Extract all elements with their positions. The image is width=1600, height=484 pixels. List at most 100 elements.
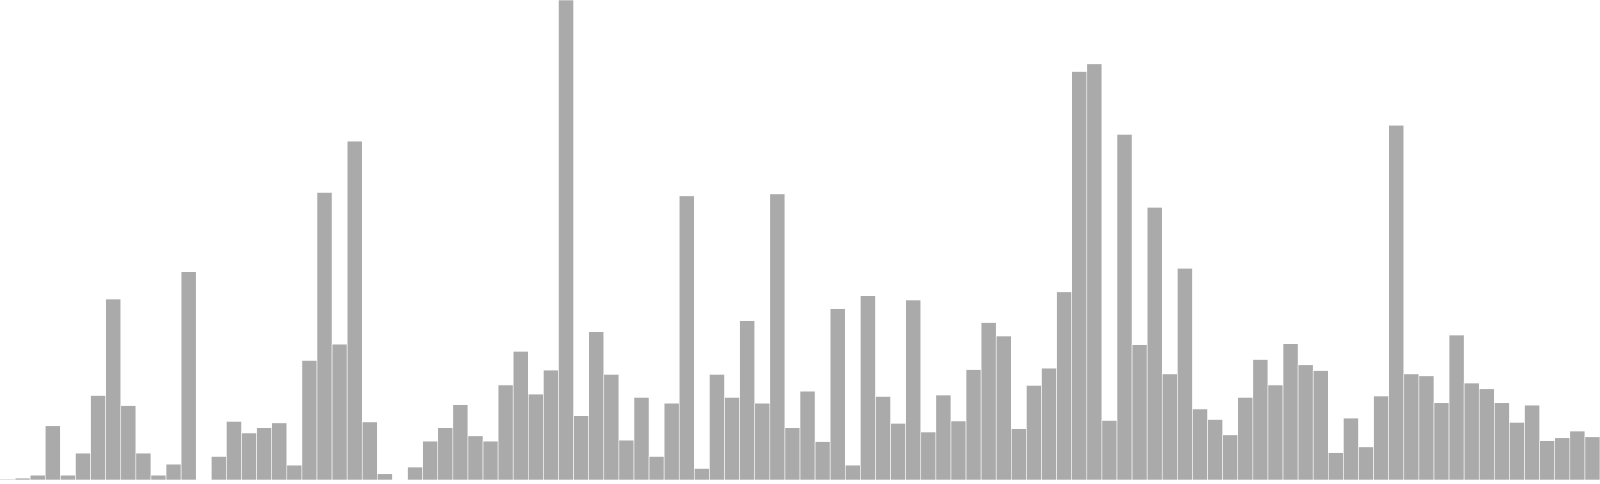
- bar: [1192, 408, 1208, 481]
- bar: [241, 432, 257, 481]
- bar: [799, 390, 816, 481]
- bar: [165, 463, 182, 481]
- bar: [29, 474, 46, 481]
- bar: [135, 452, 152, 481]
- bar: [1131, 344, 1148, 481]
- bar: [44, 425, 61, 481]
- bar: [467, 435, 484, 481]
- bar: [512, 351, 529, 481]
- bar: [437, 427, 454, 481]
- bar: [709, 374, 725, 481]
- bar: [1584, 436, 1600, 481]
- bar: [784, 427, 801, 481]
- bar: [361, 421, 378, 481]
- bar: [527, 393, 544, 481]
- bar: [105, 298, 122, 481]
- bar: [180, 271, 197, 481]
- bar: [1494, 402, 1510, 481]
- bar: [1418, 375, 1435, 481]
- bar: [346, 140, 363, 481]
- bar: [648, 456, 665, 481]
- bar: [1373, 395, 1389, 481]
- bar: [120, 405, 137, 481]
- bar: [1267, 384, 1284, 481]
- bar: [1509, 422, 1525, 481]
- bar: [1101, 420, 1118, 481]
- bar: [301, 360, 318, 481]
- bar: [1041, 367, 1057, 481]
- bar: [316, 192, 333, 481]
- bar: [211, 456, 227, 481]
- bar: [754, 402, 771, 481]
- bar: [331, 343, 348, 481]
- bar: [678, 195, 695, 481]
- bar: [1388, 124, 1405, 481]
- bar: [1237, 397, 1254, 481]
- bar: [633, 397, 650, 481]
- bar: [1524, 404, 1540, 481]
- bar: [1282, 343, 1299, 481]
- bar: [1463, 382, 1480, 481]
- bar: [875, 396, 891, 481]
- bar: [965, 369, 982, 481]
- bar: [1554, 437, 1571, 481]
- bar: [890, 423, 906, 481]
- bar: [1539, 440, 1556, 481]
- bar: [1161, 373, 1178, 481]
- bar: [663, 402, 680, 481]
- bar: [1403, 373, 1420, 481]
- bar: [739, 320, 756, 481]
- bar: [1026, 385, 1042, 481]
- bar: [1297, 364, 1314, 481]
- bar: [588, 331, 605, 481]
- bar: [935, 394, 952, 481]
- bar: [1312, 370, 1329, 481]
- bar: [1116, 134, 1133, 481]
- bar: [1177, 268, 1193, 481]
- bar: [603, 374, 620, 481]
- bar: [543, 369, 559, 481]
- bar: [226, 421, 242, 481]
- bar: [995, 335, 1012, 481]
- bar: [1448, 334, 1465, 481]
- bar: [1086, 63, 1103, 481]
- bar: [1478, 388, 1495, 481]
- bar: [422, 440, 439, 481]
- bar: [769, 193, 786, 481]
- bar: [724, 397, 740, 481]
- bar: [920, 431, 937, 481]
- bar: [694, 468, 710, 481]
- bar: [980, 322, 997, 481]
- bar: [1207, 419, 1223, 481]
- bar: [407, 466, 423, 481]
- bar: [1222, 434, 1239, 481]
- bar: [1328, 452, 1344, 481]
- bar: [1146, 207, 1163, 481]
- bar: [1358, 446, 1374, 481]
- bar: [1056, 291, 1072, 481]
- bar: [377, 473, 393, 481]
- bar: [829, 308, 846, 481]
- bar: [950, 420, 967, 481]
- bar: [618, 439, 635, 481]
- bar: [90, 395, 106, 481]
- bar: [558, 0, 574, 481]
- bar: [1569, 430, 1586, 481]
- bar: [1343, 417, 1359, 481]
- bar: [814, 441, 831, 481]
- bar: [844, 464, 861, 481]
- bar: [860, 295, 876, 481]
- bar: [60, 474, 76, 481]
- bar: [573, 415, 589, 481]
- bar: [905, 299, 922, 481]
- bar: [452, 404, 469, 481]
- bar: [271, 422, 288, 481]
- bar: [256, 427, 272, 481]
- bar: [1433, 402, 1450, 481]
- bar: [75, 452, 91, 481]
- bar: [497, 384, 514, 481]
- bar: [1071, 71, 1088, 481]
